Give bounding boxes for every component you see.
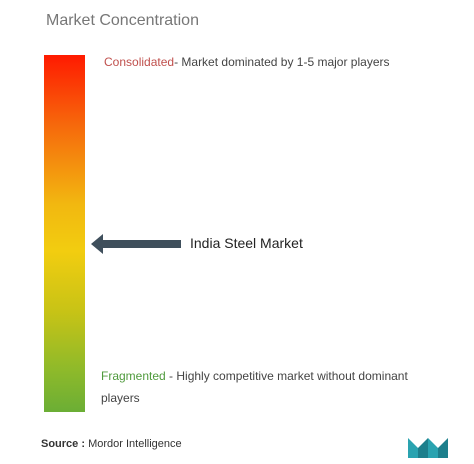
concentration-gradient-bar [44,55,85,412]
left-arrow-icon [91,234,181,254]
consolidated-label: Consolidated- Market dominated by 1-5 ma… [104,55,389,69]
fragmented-description-line2: players [101,391,140,405]
source-label: Source : [41,438,86,450]
fragmented-label: Fragmented - Highly competitive market w… [101,365,408,409]
source-attribution: Source : Mordor Intelligence [41,438,182,450]
fragmented-word: Fragmented [101,369,166,383]
source-text: Mordor Intelligence [85,438,182,450]
consolidated-description: - Market dominated by 1-5 major players [174,55,390,69]
mordor-intelligence-logo-icon [408,438,448,458]
fragmented-description-line1: - Highly competitive market without domi… [165,369,408,383]
consolidated-word: Consolidated [104,55,175,69]
market-position-label: India Steel Market [190,235,303,251]
page-title: Market Concentration [46,12,199,29]
